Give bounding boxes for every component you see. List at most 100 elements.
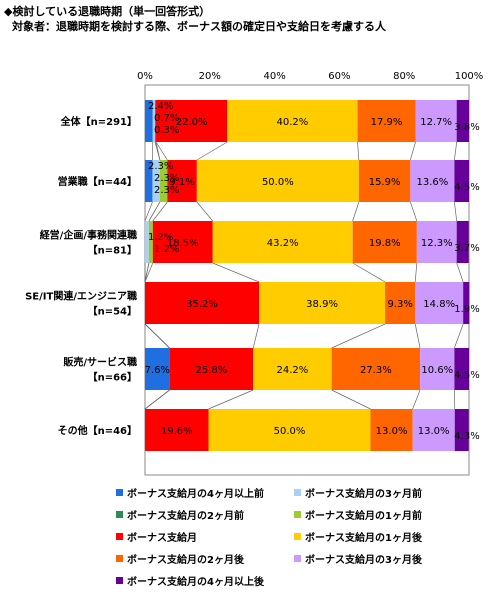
x-tick-label: 100% — [455, 71, 484, 82]
legend-label: ボーナス支給月の1ヶ月後 — [305, 533, 422, 544]
chart-subtitle: 対象者：退職時期を検討する際、ボーナス額の確定日や支給日を考慮する人 — [12, 20, 386, 33]
bar-segment — [358, 160, 411, 202]
connector-line — [412, 389, 421, 410]
connector-line — [144, 389, 170, 410]
legend-item: ボーナス支給月の2ヶ月後 — [116, 551, 244, 566]
bar-segment — [145, 100, 153, 142]
connector-line — [144, 262, 150, 283]
data-label: 10.6% — [421, 365, 453, 376]
connector-line — [144, 201, 153, 222]
bar-segment — [145, 409, 209, 451]
bar-segment — [454, 160, 469, 202]
connector-line — [252, 323, 260, 349]
bar-segment — [152, 160, 160, 202]
bar-segment — [415, 282, 464, 324]
connector-line — [148, 201, 161, 222]
data-label: 4.3% — [454, 431, 479, 442]
legend-label: ボーナス支給月の3ヶ月前 — [305, 489, 422, 500]
bar-segment — [152, 221, 213, 263]
data-label: 2.3% — [154, 173, 179, 184]
category-label: 【n=54】 — [88, 305, 137, 318]
data-label: 2.3% — [154, 185, 179, 196]
legend-item: ボーナス支給月の3ヶ月前 — [294, 485, 422, 500]
data-label: 35.2% — [186, 299, 218, 310]
connector-line — [144, 323, 170, 349]
connector-line — [414, 323, 421, 349]
data-label: 13.0% — [376, 426, 408, 437]
bar-segment — [167, 160, 197, 202]
legend-swatch — [116, 511, 123, 518]
data-label: 14.8% — [423, 299, 455, 310]
connector-line — [357, 141, 360, 161]
bar-segment — [352, 221, 417, 263]
connector-line — [454, 201, 458, 222]
connector-line — [155, 141, 168, 161]
data-label: 3.7% — [454, 243, 479, 254]
data-label: 15.9% — [369, 177, 401, 188]
data-label: 12.7% — [420, 117, 452, 128]
bar-segment — [159, 160, 168, 202]
data-label: 17.9% — [371, 117, 403, 128]
legend-item: ボーナス支給月 — [116, 529, 197, 544]
bar-segment — [331, 348, 421, 390]
legend-item: ボーナス支給月の2ヶ月前 — [116, 507, 244, 522]
bar-segment — [253, 348, 332, 390]
bar-segment — [145, 348, 170, 390]
bar-segment — [415, 100, 457, 142]
bar-segment — [385, 282, 416, 324]
legend-label: ボーナス支給月の2ヶ月後 — [127, 555, 244, 566]
legend-item: ボーナス支給月の4ヶ月以上前 — [116, 485, 264, 500]
bar-segment — [420, 348, 455, 390]
data-label: 0.3% — [154, 125, 179, 136]
connector-line — [454, 323, 464, 349]
bar-segment — [145, 160, 153, 202]
bar-segment — [156, 100, 228, 142]
bar-segment — [212, 221, 353, 263]
connector-line — [456, 262, 464, 283]
data-label: 24.2% — [277, 365, 309, 376]
connector-line — [410, 201, 418, 222]
legend-swatch — [116, 577, 123, 584]
bar-segment — [412, 409, 455, 451]
data-label: 50.0% — [274, 426, 306, 437]
x-tick-label: 20% — [199, 71, 221, 82]
connector-line — [414, 262, 418, 283]
legend-swatch — [294, 533, 301, 540]
bar-segment — [145, 221, 149, 263]
connector-line — [352, 201, 360, 222]
connector-line — [208, 389, 254, 410]
category-label: 【n=66】 — [88, 371, 137, 384]
data-label: 0.7% — [154, 113, 179, 124]
data-label: 25.8% — [196, 365, 228, 376]
category-label: 経営/企画/事務関連職 — [40, 229, 137, 242]
data-label: 2.3% — [148, 161, 173, 172]
legend-swatch — [294, 511, 301, 518]
data-label: 43.2% — [267, 238, 299, 249]
legend-item: ボーナス支給月の1ヶ月後 — [294, 529, 422, 544]
data-label: 40.2% — [277, 117, 309, 128]
connector-line — [155, 141, 161, 161]
bar-segment — [410, 160, 455, 202]
bar-segment — [370, 409, 413, 451]
data-label: 12.3% — [421, 238, 453, 249]
legend-swatch — [116, 489, 123, 496]
connector-line — [152, 201, 168, 222]
data-label: 3.8% — [454, 122, 479, 133]
x-tick-label: 0% — [137, 71, 153, 82]
data-label: 2.4% — [148, 101, 173, 112]
connector-line — [196, 201, 213, 222]
connector-line — [331, 389, 371, 410]
legend-item: ボーナス支給月の3ヶ月後 — [294, 551, 422, 566]
bar-segment — [208, 409, 371, 451]
bar-segment — [463, 282, 470, 324]
x-tick-label: 40% — [263, 71, 285, 82]
connector-line — [331, 323, 386, 349]
data-label: 38.9% — [306, 299, 338, 310]
legend-swatch — [116, 533, 123, 540]
category-label: 販売/サービス職 — [63, 356, 137, 369]
data-label: 7.6% — [145, 365, 170, 376]
data-label: 9.1% — [169, 177, 194, 188]
bar-segment — [456, 221, 469, 263]
legend-label: ボーナス支給月の1ヶ月前 — [305, 511, 422, 522]
data-label: 13.0% — [418, 426, 450, 437]
